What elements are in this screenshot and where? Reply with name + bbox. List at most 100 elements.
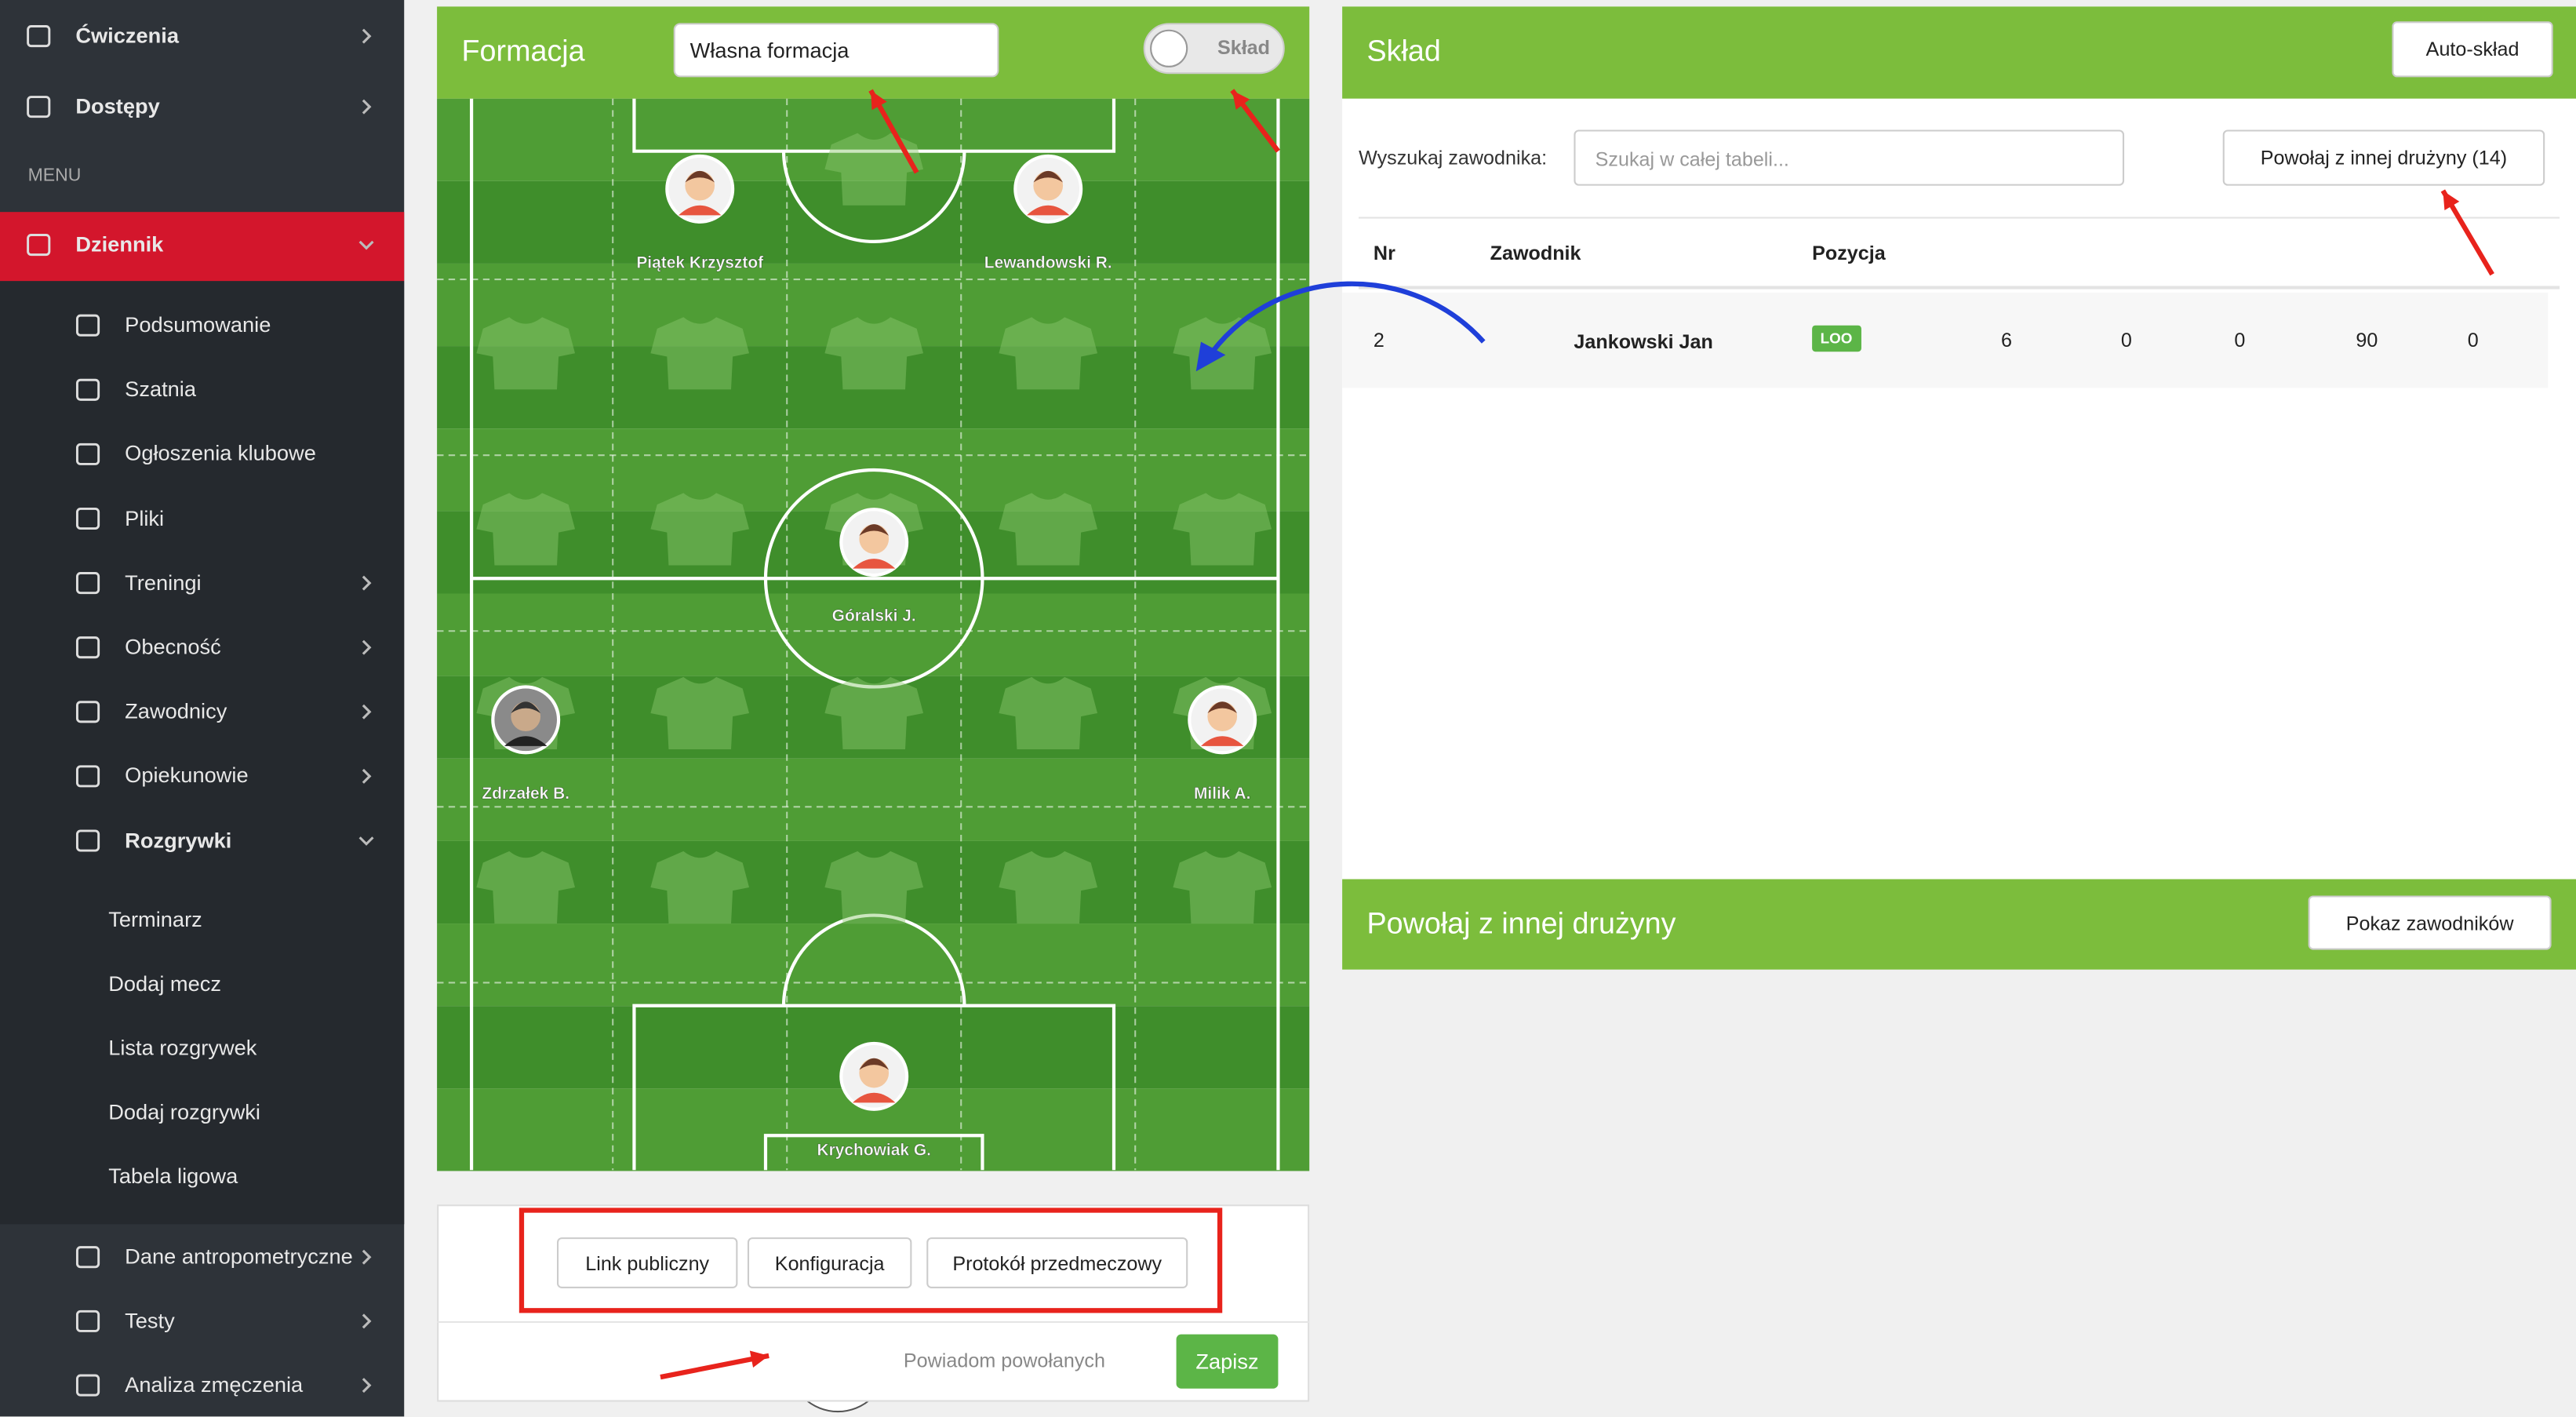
menu-icon xyxy=(75,314,100,337)
menu-label[interactable]: Terminarz xyxy=(108,907,202,932)
shirt-slot xyxy=(650,851,750,924)
pitch-stripe xyxy=(437,180,1310,264)
table-cell: 0 xyxy=(2120,328,2132,352)
menu-label[interactable]: Opiekunowie xyxy=(125,763,249,789)
player-name: Milik A. xyxy=(1194,785,1251,803)
menu-label[interactable]: Dodaj mecz xyxy=(108,971,221,996)
action-button[interactable]: Protokół przedmeczowy xyxy=(926,1237,1188,1289)
menu-label[interactable]: Dziennik xyxy=(75,231,164,257)
shirt-slot xyxy=(1173,493,1272,566)
squad-title: Skład xyxy=(1366,34,1441,67)
avatar-shirt xyxy=(852,559,896,569)
pitch-stripe xyxy=(437,758,1310,841)
chevron xyxy=(362,768,372,784)
menu-icon xyxy=(75,701,100,723)
toggle-label[interactable]: Skład xyxy=(1217,36,1271,60)
avatar-hair xyxy=(1033,170,1064,183)
player-name: Góralski J. xyxy=(832,607,916,625)
position-badge: LOO xyxy=(1812,325,1861,352)
actions-highlight xyxy=(518,1208,1223,1313)
table-head-line xyxy=(1359,217,2560,219)
menu-label[interactable]: Szatnia xyxy=(125,377,197,402)
menu-label[interactable]: Podsumowanie xyxy=(125,311,271,337)
menu-label[interactable]: Tabela ligowa xyxy=(108,1163,238,1189)
call-button[interactable]: Powołaj z innej drużyny (14) xyxy=(2222,129,2545,186)
auto-button[interactable]: Auto-skład xyxy=(2392,21,2553,78)
menu-icon xyxy=(75,378,100,401)
chevron xyxy=(362,28,372,44)
toggle[interactable]: Skład xyxy=(1143,23,1285,75)
avatar-hair xyxy=(859,524,890,536)
chevron xyxy=(362,575,372,591)
column-header[interactable]: Pozycja xyxy=(1812,241,1886,265)
menu-icon xyxy=(75,1246,100,1269)
menu-label[interactable]: Dodaj rozgrywki xyxy=(108,1099,260,1124)
table-cell: 6 xyxy=(2000,328,2012,352)
pitch-stripe xyxy=(437,346,1310,429)
menu-icon xyxy=(75,1374,100,1397)
menu-section: MENU xyxy=(27,166,82,186)
show-button[interactable]: Pokaz zawodników xyxy=(2308,895,2552,950)
shirt-slot xyxy=(824,317,924,390)
player-name: Krychowiak G. xyxy=(817,1141,930,1159)
shirt-slot xyxy=(650,676,750,750)
avatar-hair xyxy=(1207,701,1238,713)
menu-icon xyxy=(75,443,100,465)
table-cell: 90 xyxy=(2356,328,2378,352)
menu-label[interactable]: Treningi xyxy=(125,570,202,595)
menu-label[interactable]: Dane antropometryczne xyxy=(125,1244,353,1269)
pitch-stripe xyxy=(437,263,1310,347)
column-header[interactable]: Zawodnik xyxy=(1490,241,1581,265)
menu-label[interactable]: Ćwiczenia xyxy=(75,23,179,48)
shirt-slot xyxy=(824,851,924,924)
menu-icon xyxy=(27,96,51,118)
chevron xyxy=(362,1249,372,1265)
avatar-hair xyxy=(685,170,715,183)
menu-icon xyxy=(75,829,100,852)
action-button[interactable]: Konfiguracja xyxy=(747,1237,912,1289)
formation-select[interactable]: Własna formacja xyxy=(673,23,999,78)
pitch-stripe xyxy=(437,676,1310,759)
menu-label[interactable]: Dostępy xyxy=(75,93,160,118)
box-bottom xyxy=(632,913,1116,1171)
menu-label[interactable]: Lista rozgrywek xyxy=(108,1035,257,1060)
call-title: Powołaj z innej drużyny xyxy=(1366,907,1676,940)
menu-icon xyxy=(75,765,100,788)
shirt-slot xyxy=(999,493,1098,566)
menu-label[interactable]: Rozgrywki xyxy=(125,827,232,853)
notify-label[interactable]: Powiadom powołanych xyxy=(903,1349,1106,1372)
avatar-shirt xyxy=(678,205,722,216)
chevron xyxy=(362,99,372,115)
menu-icon xyxy=(27,25,51,48)
menu-label[interactable]: Testy xyxy=(125,1308,175,1333)
table-row xyxy=(1342,292,2549,388)
column-header[interactable]: Nr xyxy=(1373,241,1395,265)
menu-icon xyxy=(75,572,100,595)
formation-title: Formacja xyxy=(461,34,585,67)
sidebar-icons xyxy=(27,25,374,1397)
menu-label[interactable]: Analiza zmęczenia xyxy=(125,1371,304,1397)
table-cell: 0 xyxy=(2234,328,2246,352)
avatar-hair xyxy=(511,701,541,713)
player-name: Lewandowski R. xyxy=(984,253,1112,271)
menu-icon xyxy=(75,1310,100,1332)
search-input[interactable]: Szukaj w całej tabeli... xyxy=(1574,129,2125,186)
chevron xyxy=(358,836,374,846)
center-circle xyxy=(763,468,984,689)
avatar-hair xyxy=(859,1058,890,1070)
menu-icon xyxy=(75,636,100,659)
toggle-knob[interactable] xyxy=(1150,29,1188,67)
action-button[interactable]: Link publiczny xyxy=(557,1237,738,1289)
player-name: Piątek Krzysztof xyxy=(636,253,764,271)
search-label: Wyszukaj zawodnika: xyxy=(1359,146,1548,169)
shirt-slot xyxy=(999,317,1098,390)
menu-label[interactable]: Obecność xyxy=(125,634,221,659)
menu-label[interactable]: Zawodnicy xyxy=(125,698,227,723)
menu-label[interactable]: Pliki xyxy=(125,505,165,530)
table-cell: 0 xyxy=(2467,328,2479,352)
save-button[interactable]: Zapisz xyxy=(1176,1334,1279,1389)
pitch-stripe xyxy=(437,840,1310,924)
shirt-slot xyxy=(476,317,576,390)
menu-label[interactable]: Ogłoszenia klubowe xyxy=(125,441,316,466)
